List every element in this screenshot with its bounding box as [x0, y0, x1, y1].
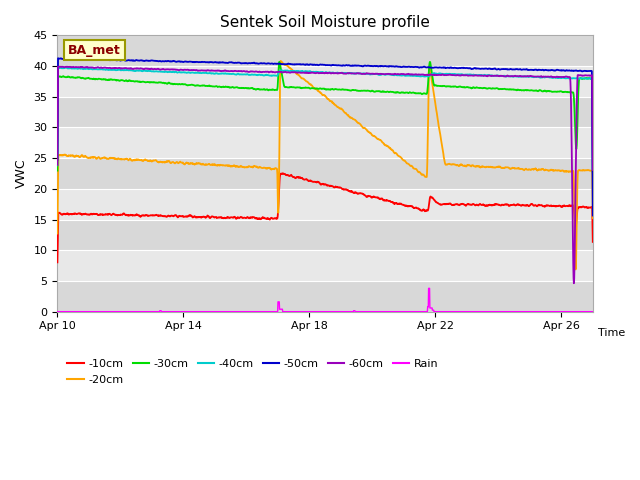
Title: Sentek Soil Moisture profile: Sentek Soil Moisture profile	[220, 15, 430, 30]
Bar	[58, 158, 593, 189]
Legend: -10cm, -20cm, -30cm, -40cm, -50cm, -60cm, Rain: -10cm, -20cm, -30cm, -40cm, -50cm, -60cm…	[63, 355, 443, 389]
Y-axis label: VWC: VWC	[15, 159, 28, 188]
Text: BA_met: BA_met	[68, 44, 121, 57]
Bar	[58, 97, 593, 128]
Bar	[58, 219, 593, 250]
Bar	[58, 281, 593, 312]
Text: Time: Time	[598, 328, 625, 338]
Bar	[58, 36, 593, 66]
